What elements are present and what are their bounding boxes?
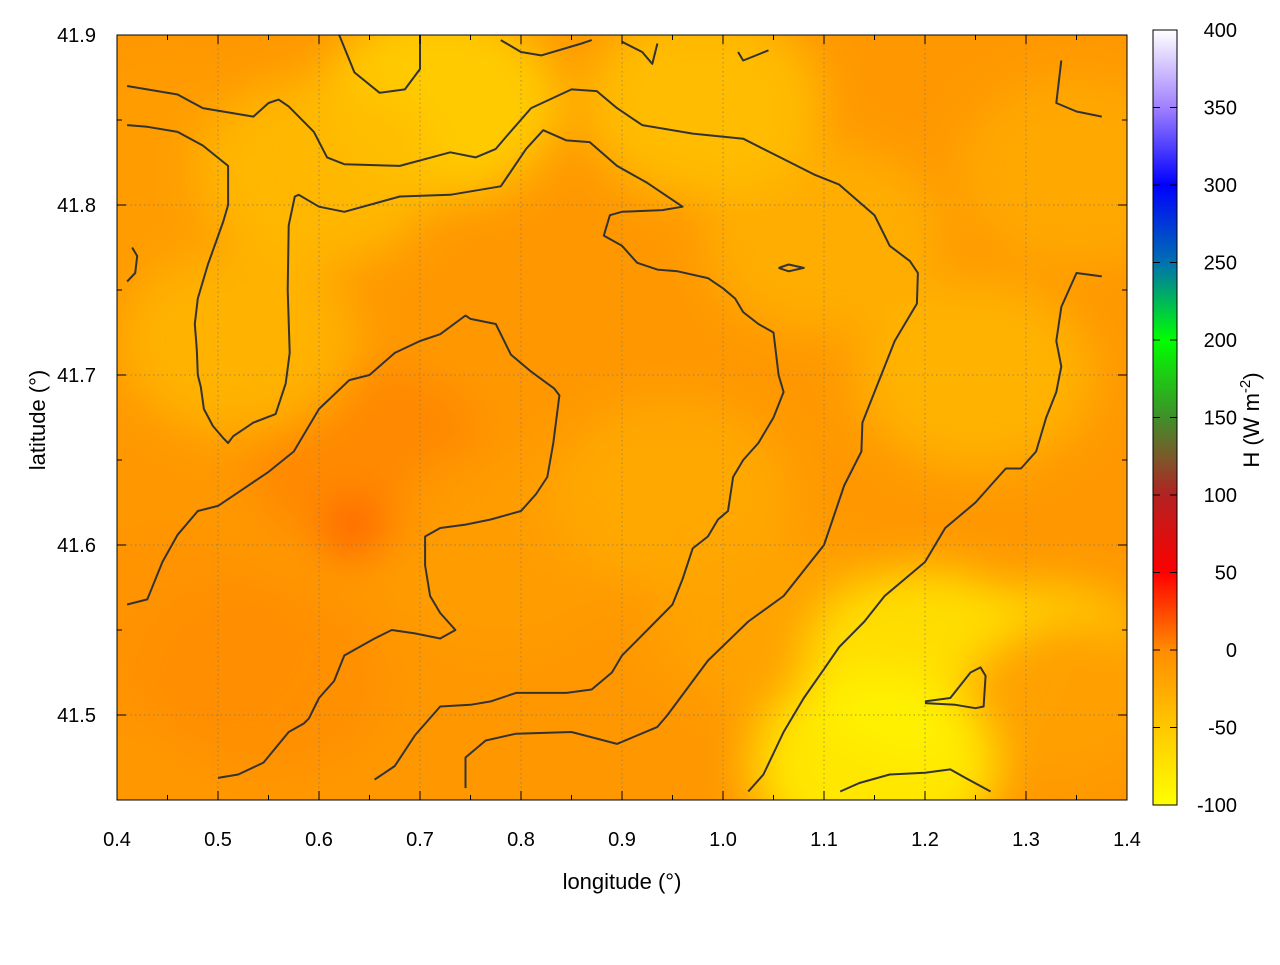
contour-line: [839, 768, 992, 793]
grid: [117, 35, 1127, 800]
x-tick-labels: 0.4 0.5 0.6 0.7 0.8 0.9 1.0 1.1 1.2 1.3 1.4: [103, 829, 1141, 851]
colorbar-label: H (W m-2): [1237, 372, 1264, 467]
x-axis-label: longitude (°): [563, 869, 682, 894]
colorbar-tick-label: -50: [1208, 718, 1237, 740]
heat-cell: [754, 671, 995, 800]
axis-ticks: [116, 34, 1128, 801]
x-tick-label: 0.7: [406, 829, 434, 851]
colorbar-tick-label: 100: [1204, 485, 1237, 507]
contour-line: [338, 35, 421, 94]
x-tick-label: 0.8: [507, 829, 535, 851]
heat-field: [117, 35, 1127, 800]
colorbar-tick-label: 250: [1204, 253, 1237, 275]
x-tick-label: 0.9: [608, 829, 636, 851]
contour-line: [126, 314, 561, 779]
y-tick-label: 41.6: [57, 535, 96, 557]
y-tick-label: 41.9: [57, 25, 96, 47]
contours: [126, 35, 1102, 793]
y-axis-label: latitude (°): [25, 370, 50, 471]
x-tick-label: 1.1: [810, 829, 838, 851]
heat-cell: [956, 620, 1127, 800]
contour-line: [747, 272, 1102, 793]
x-tick-label: 0.4: [103, 829, 131, 851]
contour-line: [127, 124, 785, 781]
heat-cell: [855, 280, 1096, 470]
contour-line: [1055, 60, 1102, 118]
heat-cell: [118, 246, 359, 436]
contour-line: [924, 666, 987, 710]
colorbar-tick-label: 300: [1204, 175, 1237, 197]
contour-line: [126, 85, 919, 789]
x-tick-label: 0.6: [305, 829, 333, 851]
heat-cell: [337, 500, 362, 556]
colorbar-tick-label: 400: [1204, 20, 1237, 42]
heat-cell: [148, 586, 389, 776]
colorbar-tick-labels: -100 -50 0 50 100 150 200 250 300 350 400: [1197, 20, 1237, 817]
colorbar-tick-label: 0: [1226, 640, 1237, 662]
colorbar-ticks: [1153, 29, 1177, 806]
contour-line: [737, 49, 769, 62]
colorbar-tick-label: 150: [1204, 408, 1237, 430]
colorbar-tick-label: 350: [1204, 98, 1237, 120]
heat-cell: [451, 195, 692, 385]
contour-line: [500, 39, 593, 57]
colorbar-tick-label: -100: [1197, 795, 1237, 817]
x-tick-label: 0.5: [204, 829, 232, 851]
heat-cell: [582, 35, 823, 198]
contour-line: [126, 246, 139, 283]
colorbar-tick-label: 200: [1204, 330, 1237, 352]
y-tick-label: 41.7: [57, 365, 96, 387]
y-tick-labels: 41.5 41.6 41.7 41.8 41.9: [57, 25, 96, 727]
colorbar-tick-label: 50: [1215, 563, 1237, 585]
heat-cell: [956, 76, 1127, 266]
heat-cell: [502, 654, 742, 800]
x-tick-label: 1.2: [911, 829, 939, 851]
y-tick-label: 41.5: [57, 705, 96, 727]
x-tick-label: 1.0: [709, 829, 737, 851]
contour-line: [621, 40, 659, 65]
x-tick-label: 1.4: [1113, 829, 1141, 851]
contour-line: [778, 263, 805, 273]
y-tick-label: 41.8: [57, 195, 96, 217]
x-tick-label: 1.3: [1012, 829, 1040, 851]
